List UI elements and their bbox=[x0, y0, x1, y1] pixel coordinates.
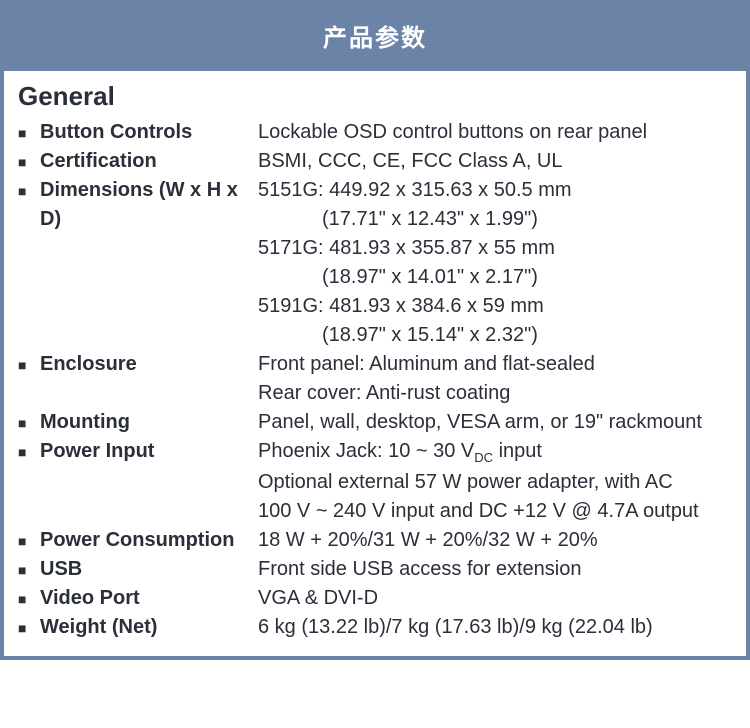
row-weight: ■ Weight (Net) 6 kg (13.22 lb)/7 kg (17.… bbox=[18, 613, 732, 642]
value-video-port: VGA & DVI-D bbox=[258, 584, 732, 613]
header-title: 产品参数 bbox=[323, 25, 427, 52]
value-power-input: Phoenix Jack: 10 ~ 30 VDC input Optional… bbox=[258, 437, 732, 526]
label-power-consumption: Power Consumption bbox=[40, 526, 258, 555]
label-enclosure: Enclosure bbox=[40, 350, 258, 379]
bullet-icon: ■ bbox=[18, 176, 40, 201]
value-power-consumption: 18 W + 20%/31 W + 20%/32 W + 20% bbox=[258, 526, 732, 555]
pi-line2: Optional external 57 W power adapter, wi… bbox=[258, 468, 732, 497]
label-button-controls: Button Controls bbox=[40, 118, 258, 147]
bullet-icon: ■ bbox=[18, 147, 40, 172]
enc-line1: Front panel: Aluminum and flat-sealed bbox=[258, 350, 732, 379]
pi-line1: Phoenix Jack: 10 ~ 30 VDC input bbox=[258, 437, 732, 468]
dim-line1: 5151G: 449.92 x 315.63 x 50.5 mm bbox=[258, 176, 732, 205]
bullet-icon: ■ bbox=[18, 437, 40, 462]
pi-line1c: input bbox=[493, 440, 542, 462]
bullet-icon: ■ bbox=[18, 118, 40, 143]
bullet-icon: ■ bbox=[18, 526, 40, 551]
value-enclosure: Front panel: Aluminum and flat-sealed Re… bbox=[258, 350, 732, 408]
dim-line5: 5191G: 481.93 x 384.6 x 59 mm bbox=[258, 292, 732, 321]
value-mounting: Panel, wall, desktop, VESA arm, or 19" r… bbox=[258, 408, 732, 437]
row-power-input: ■ Power Input Phoenix Jack: 10 ~ 30 VDC … bbox=[18, 437, 732, 526]
bullet-icon: ■ bbox=[18, 584, 40, 609]
label-dimensions: Dimensions (W x H x D) bbox=[40, 176, 258, 234]
pi-line1b: DC bbox=[474, 450, 493, 465]
value-certification: BSMI, CCC, CE, FCC Class A, UL bbox=[258, 147, 732, 176]
section-title: General bbox=[18, 81, 732, 112]
bullet-icon: ■ bbox=[18, 350, 40, 375]
content-area: General ■ Button Controls Lockable OSD c… bbox=[4, 71, 746, 656]
row-power-consumption: ■ Power Consumption 18 W + 20%/31 W + 20… bbox=[18, 526, 732, 555]
value-weight: 6 kg (13.22 lb)/7 kg (17.63 lb)/9 kg (22… bbox=[258, 613, 732, 642]
dim-line3: 5171G: 481.93 x 355.87 x 55 mm bbox=[258, 234, 732, 263]
value-usb: Front side USB access for extension bbox=[258, 555, 732, 584]
row-button-controls: ■ Button Controls Lockable OSD control b… bbox=[18, 118, 732, 147]
spec-container: 产品参数 General ■ Button Controls Lockable … bbox=[0, 0, 750, 660]
bullet-icon: ■ bbox=[18, 613, 40, 638]
value-dimensions: 5151G: 449.92 x 315.63 x 50.5 mm (17.71"… bbox=[258, 176, 732, 350]
label-power-input: Power Input bbox=[40, 437, 258, 466]
bullet-icon: ■ bbox=[18, 408, 40, 433]
bullet-icon: ■ bbox=[18, 555, 40, 580]
enc-line2: Rear cover: Anti-rust coating bbox=[258, 379, 732, 408]
label-usb: USB bbox=[40, 555, 258, 584]
row-dimensions: ■ Dimensions (W x H x D) 5151G: 449.92 x… bbox=[18, 176, 732, 350]
label-certification: Certification bbox=[40, 147, 258, 176]
dim-line4: (18.97" x 14.01" x 2.17") bbox=[258, 263, 732, 292]
row-video-port: ■ Video Port VGA & DVI-D bbox=[18, 584, 732, 613]
row-certification: ■ Certification BSMI, CCC, CE, FCC Class… bbox=[18, 147, 732, 176]
dim-line2: (17.71" x 12.43" x 1.99") bbox=[258, 205, 732, 234]
row-mounting: ■ Mounting Panel, wall, desktop, VESA ar… bbox=[18, 408, 732, 437]
pi-line1a: Phoenix Jack: 10 ~ 30 V bbox=[258, 440, 474, 462]
pi-line3: 100 V ~ 240 V input and DC +12 V @ 4.7A … bbox=[258, 497, 732, 526]
label-mounting: Mounting bbox=[40, 408, 258, 437]
header-bar: 产品参数 bbox=[4, 4, 746, 71]
value-button-controls: Lockable OSD control buttons on rear pan… bbox=[258, 118, 732, 147]
label-weight: Weight (Net) bbox=[40, 613, 258, 642]
dim-line6: (18.97" x 15.14" x 2.32") bbox=[258, 321, 732, 350]
row-usb: ■ USB Front side USB access for extensio… bbox=[18, 555, 732, 584]
label-video-port: Video Port bbox=[40, 584, 258, 613]
row-enclosure: ■ Enclosure Front panel: Aluminum and fl… bbox=[18, 350, 732, 408]
